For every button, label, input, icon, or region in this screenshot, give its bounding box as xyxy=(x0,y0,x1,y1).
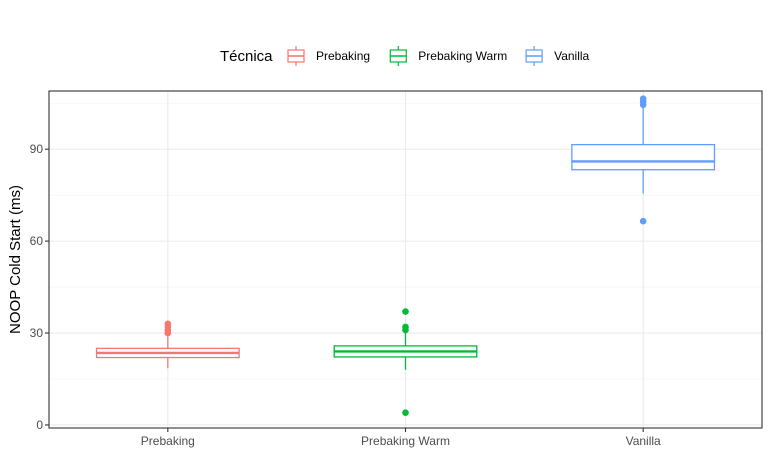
legend-key-0 xyxy=(287,46,305,66)
box-1 xyxy=(333,308,478,416)
y-tick-label: 30 xyxy=(30,326,44,340)
box-0 xyxy=(95,320,240,369)
legend-label-1: Prebaking Warm xyxy=(418,49,507,63)
x-tick-label: Vanilla xyxy=(626,434,661,448)
outlier-point xyxy=(639,95,647,102)
box-2 xyxy=(571,95,716,225)
outlier-point xyxy=(639,217,647,225)
y-axis-title: NOOP Cold Start (ms) xyxy=(7,185,24,334)
legend-label-0: Prebaking xyxy=(316,49,370,63)
plot-area xyxy=(48,90,763,429)
x-tick-label: Prebaking Warm xyxy=(361,434,450,448)
x-tick-label: Prebaking xyxy=(141,434,195,448)
y-tick-label: 90 xyxy=(30,142,44,156)
y-tick-label: 0 xyxy=(36,418,43,432)
box-iqr xyxy=(571,143,716,171)
outlier-point xyxy=(402,323,409,331)
legend-key-1 xyxy=(389,46,407,66)
outlier-point xyxy=(164,320,172,328)
legend-label-2: Vanilla xyxy=(554,49,589,63)
outlier-point xyxy=(402,308,409,315)
outlier-point xyxy=(402,409,409,416)
legend: Técnica Prebaking Prebaking Warm Vanilla xyxy=(220,46,590,66)
y-tick-label: 60 xyxy=(30,234,44,248)
legend-key-2 xyxy=(525,46,543,66)
legend-title: Técnica xyxy=(220,48,273,65)
